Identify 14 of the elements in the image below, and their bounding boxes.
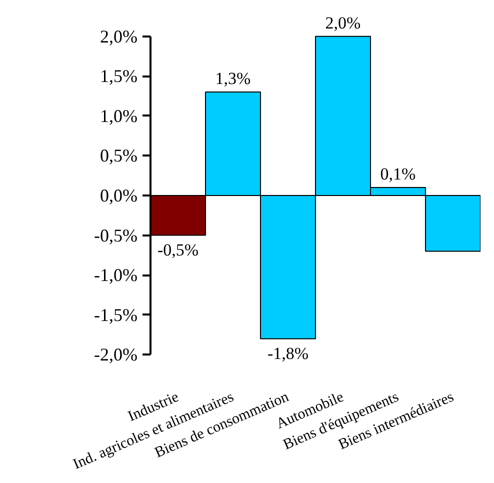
y-tick-label: -1,5% xyxy=(94,304,138,325)
y-tick-label: 1,5% xyxy=(100,66,138,86)
y-tick-label: -0,5% xyxy=(94,225,138,246)
y-tick-label: 2,0% xyxy=(100,26,138,46)
data-label: 2,0% xyxy=(325,13,361,32)
y-tick-label: -1,0% xyxy=(94,265,138,286)
data-label: 1,3% xyxy=(215,69,251,88)
y-tick-label: 1,0% xyxy=(100,106,138,126)
data-label: -0,5% xyxy=(157,240,199,260)
data-label: 0,1% xyxy=(380,164,416,184)
data-label: -1,8% xyxy=(267,344,309,363)
y-tick-label: -2,0% xyxy=(94,344,138,365)
y-tick-label: 0,5% xyxy=(100,146,138,166)
y-tick-label: 0,0% xyxy=(100,186,138,206)
